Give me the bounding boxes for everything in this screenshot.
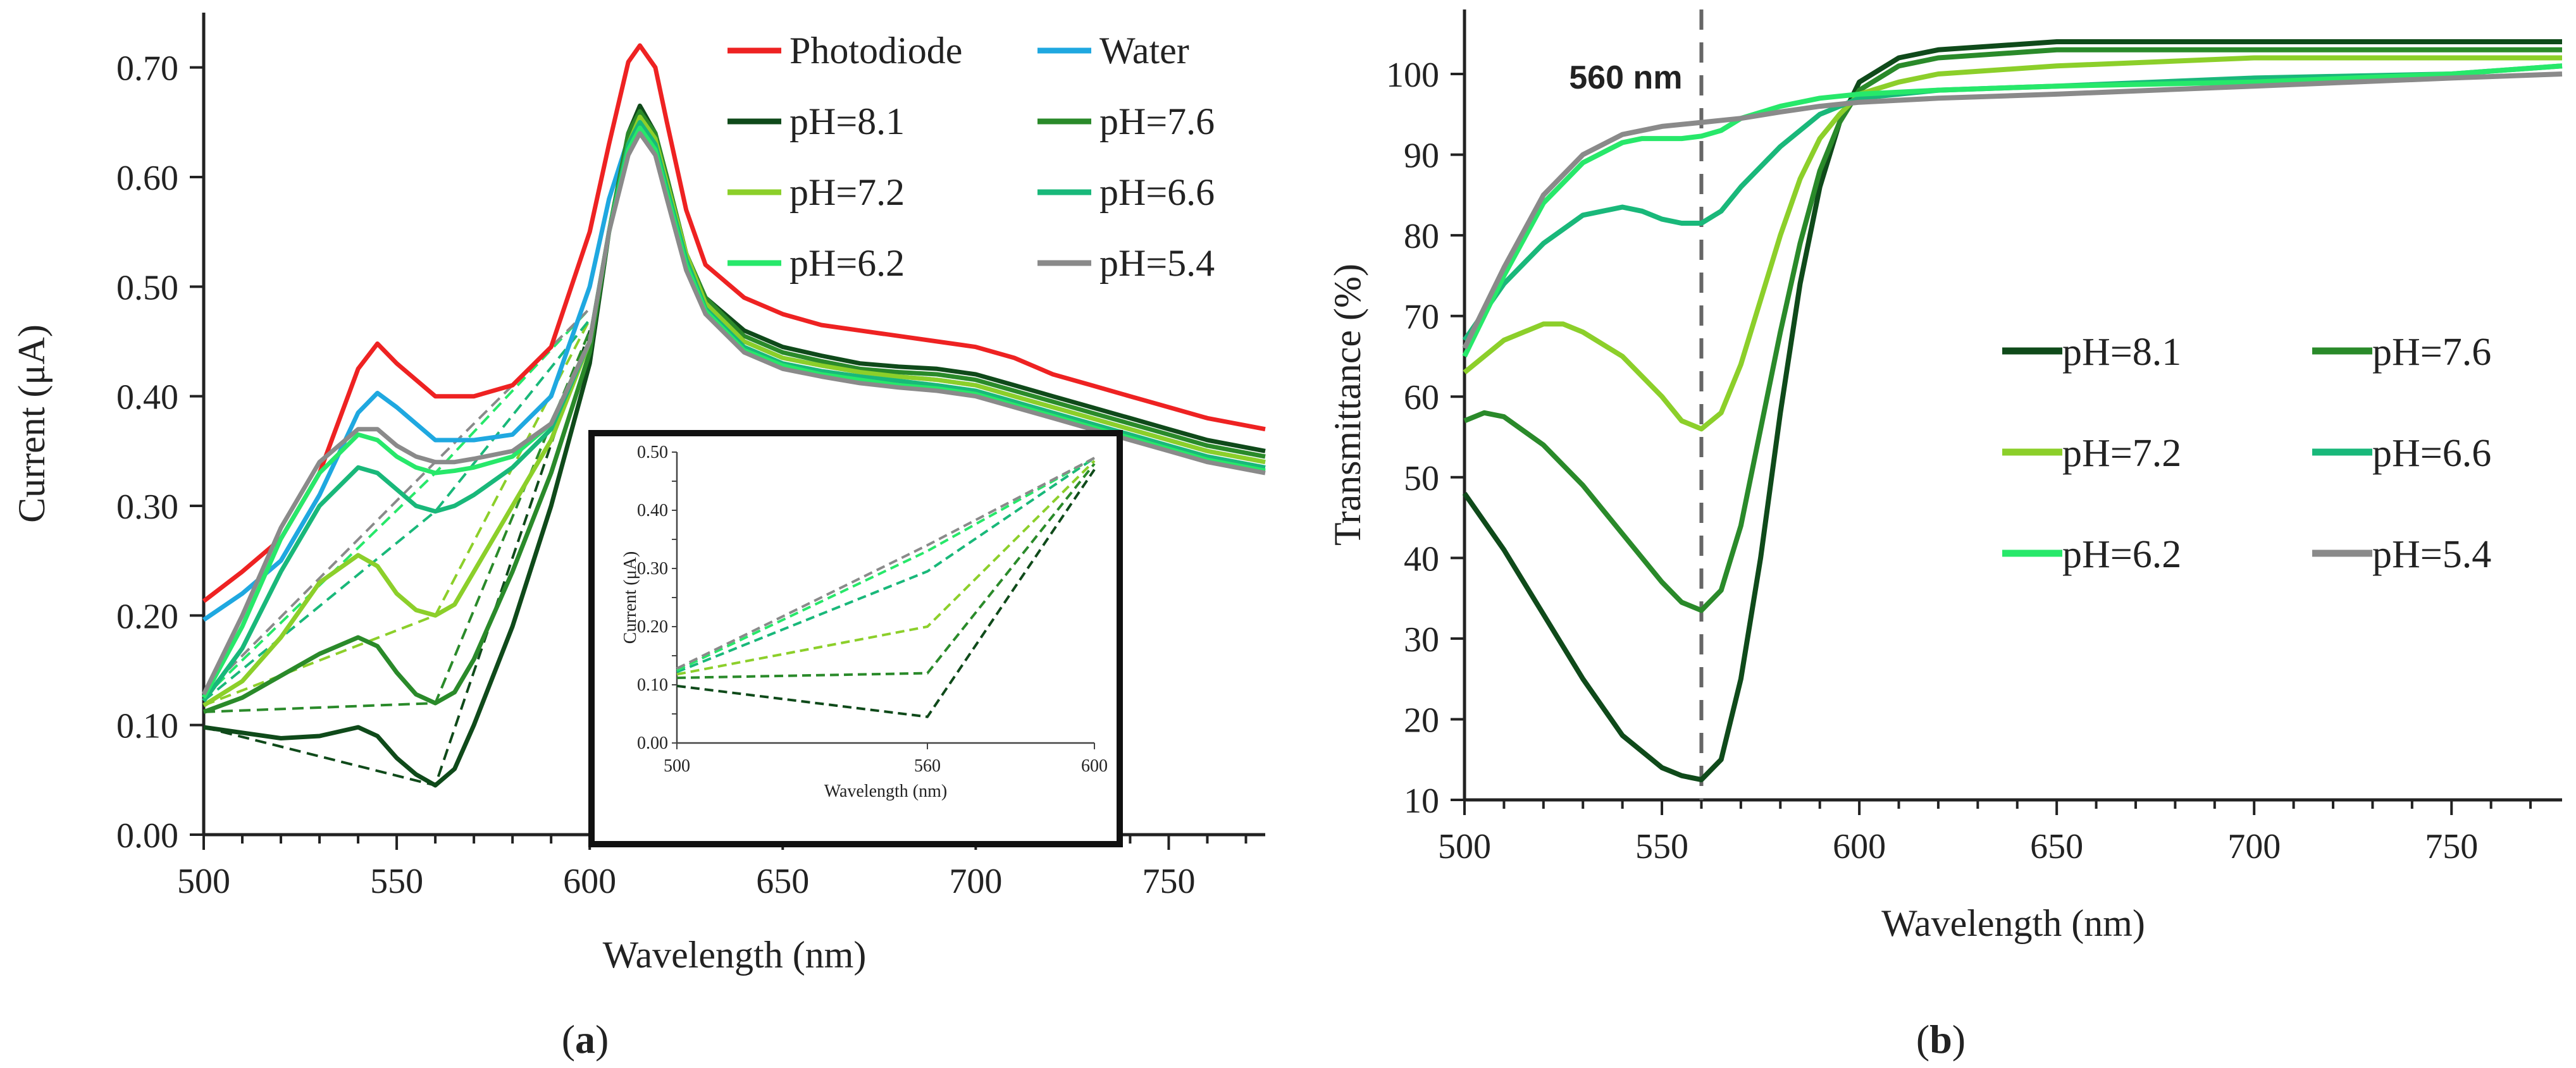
panel-a-series-photodiode [202, 43, 1266, 603]
panel-a-caption-open: ( [562, 1017, 575, 1062]
panel-a-inset-y-tick-label: 0.10 [637, 675, 668, 695]
panel-b-legend-label-ph-8-1: pH=8.1 [2062, 331, 2181, 374]
panel-b-y-tick-label: 70 [1404, 298, 1439, 337]
panel-a-legend-label-ph-6-6: pH=6.6 [1099, 171, 1215, 213]
panel-b-x-tick-label: 550 [1635, 827, 1688, 866]
panel-a-y-tick-label: 0.20 [116, 597, 178, 636]
panel-b-series-ph-8-1 [1462, 39, 2562, 783]
panel-a-caption-letter: a [575, 1017, 595, 1062]
panel-a-inset-y-tick-label: 0.30 [637, 559, 668, 579]
panel-a-legend-label-ph-8-1: pH=8.1 [790, 101, 905, 142]
panel-b-x-axis-label: Wavelength (nm) [1881, 902, 2145, 944]
panel-a-legend-label-ph-5-4: pH=5.4 [1099, 242, 1215, 284]
panel-b-x-tick-label: 600 [1833, 827, 1886, 866]
panel-b-y-axis-label: Transmittance (%) [1327, 264, 1368, 546]
panel-b-chart: 10 20 30 40 50 60 70 80 90 100 500 550 600 650 700 750 W… [1327, 9, 2563, 944]
panel-a-y-tick-label: 0.10 [116, 707, 178, 746]
panel-b-x-tick-label: 700 [2227, 827, 2281, 866]
panel-a-dashed-ph-7-2 [203, 319, 591, 707]
panel-a-inset-y-tick-label: 0.00 [637, 733, 668, 753]
panel-a-inset-series-ph-8-1 [676, 469, 1096, 718]
panel-b-y-tick-label: 20 [1404, 701, 1439, 740]
panel-a-legend-label-ph-7-6: pH=7.6 [1099, 101, 1215, 142]
panel-a-y-axis-label: Current (μA) [11, 324, 53, 523]
panel-b-legend-label-ph-6-6: pH=6.6 [2372, 432, 2491, 475]
panel-b-annotation-560nm: 560 nm [1569, 59, 1682, 96]
panel-b-y-tick-label: 40 [1404, 539, 1439, 579]
panel-a-legend-label-ph-6-2: pH=6.2 [790, 242, 905, 284]
panel-a-inset-series-ph-7-2 [676, 460, 1096, 676]
panel-a-x-tick-label: 750 [1142, 862, 1195, 901]
panel-b-caption: (b) [1916, 1017, 1966, 1062]
panel-b-x-tick-label: 650 [2030, 827, 2083, 866]
panel-b-series-ph-6-6 [1462, 63, 2563, 342]
panel-a-inset-y-axis-label: Current (μA) [621, 551, 640, 644]
panel-b-y-tick-label: 60 [1404, 378, 1439, 417]
panel-a-inset-x-tick-label: 500 [664, 756, 690, 776]
panel-b-y-tick-label: 30 [1404, 620, 1439, 660]
panel-b-series-ph-6-2 [1462, 63, 2563, 358]
panel-a-x-tick-label: 600 [563, 862, 616, 901]
panel-a-series-ph-7-6 [202, 109, 1266, 715]
panel-a-y-tick-label: 0.60 [116, 159, 178, 198]
panel-a-y-tick-label: 0.30 [116, 488, 178, 527]
panel-a-legend-label-photodiode: Photodiode [790, 30, 962, 71]
panel-b-series-ph-7-6 [1463, 47, 2562, 613]
panel-b-x-tick-label: 500 [1438, 827, 1491, 866]
panel-a-y-tick-label: 0.50 [116, 268, 178, 307]
panel-b-y-tick-label: 80 [1404, 217, 1439, 256]
panel-b-series-ph-7-2 [1463, 55, 2562, 432]
panel-a-inset-series-ph-6-6 [676, 457, 1096, 673]
panel-a-inset-series-ph-5-4 [676, 457, 1095, 670]
panel-a-inset-x-axis-label: Wavelength (nm) [824, 782, 947, 801]
panel-b-legend-label-ph-7-2: pH=7.2 [2062, 432, 2181, 475]
panel-b-caption-close: ) [1952, 1017, 1966, 1062]
panel-b-x-tick-label: 750 [2425, 827, 2478, 866]
panel-a-caption: (a) [562, 1017, 609, 1062]
panel-a-inset-y-tick-label: 0.50 [637, 443, 668, 462]
panel-a-y-tick-label: 0.70 [116, 49, 178, 89]
panel-a-legend-label-ph-7-2: pH=7.2 [790, 171, 905, 213]
panel-b-series-ph-5-4 [1462, 71, 2563, 350]
panel-a-x-tick-label: 700 [949, 862, 1002, 901]
panel-a-series-ph-7-2 [202, 114, 1266, 708]
panel-a-inset-x-tick-label: 600 [1081, 756, 1108, 776]
panel-b-legend-label-ph-6-2: pH=6.2 [2062, 533, 2181, 576]
panel-a-legend-label-water: Water [1099, 30, 1189, 71]
panel-a-x-tick-label: 500 [177, 862, 230, 901]
panel-a-inset-x-tick-label: 560 [914, 756, 941, 776]
panel-b-caption-open: ( [1916, 1017, 1929, 1062]
panel-a-y-tick-label: 0.00 [116, 816, 178, 856]
panel-a-x-tick-label: 650 [756, 862, 809, 901]
panel-a-series-ph-6-6 [202, 120, 1266, 703]
panel-a-x-axis-label: Wavelength (nm) [603, 934, 867, 976]
panel-a-inset-y-tick-label: 0.40 [637, 501, 668, 520]
panel-b-legend-label-ph-7-6: pH=7.6 [2372, 331, 2491, 374]
panel-b-legend-label-ph-5-4: pH=5.4 [2372, 533, 2491, 576]
panel-a-inset-series-ph-7-6 [676, 463, 1096, 679]
panel-a-x-tick-label: 550 [370, 862, 423, 901]
panel-a-y-tick-label: 0.40 [116, 378, 178, 417]
panel-b-y-tick-label: 10 [1404, 782, 1439, 821]
panel-b-y-tick-label: 50 [1404, 459, 1439, 498]
panel-b-y-tick-label: 100 [1386, 56, 1439, 95]
panel-a-inset-series-ph-6-2 [676, 457, 1095, 672]
panel-a-chart: 0.00 0.10 0.20 0.30 0.40 0.50 0.60 0.70 500 550 60… [11, 13, 1266, 976]
panel-a-inset-y-tick-label: 0.20 [637, 617, 668, 637]
panel-a-caption-close: ) [595, 1017, 609, 1062]
panel-a-series-ph-5-4 [201, 131, 1266, 696]
panel-b-caption-letter: b [1929, 1017, 1952, 1062]
panel-b-y-tick-label: 90 [1404, 137, 1439, 176]
